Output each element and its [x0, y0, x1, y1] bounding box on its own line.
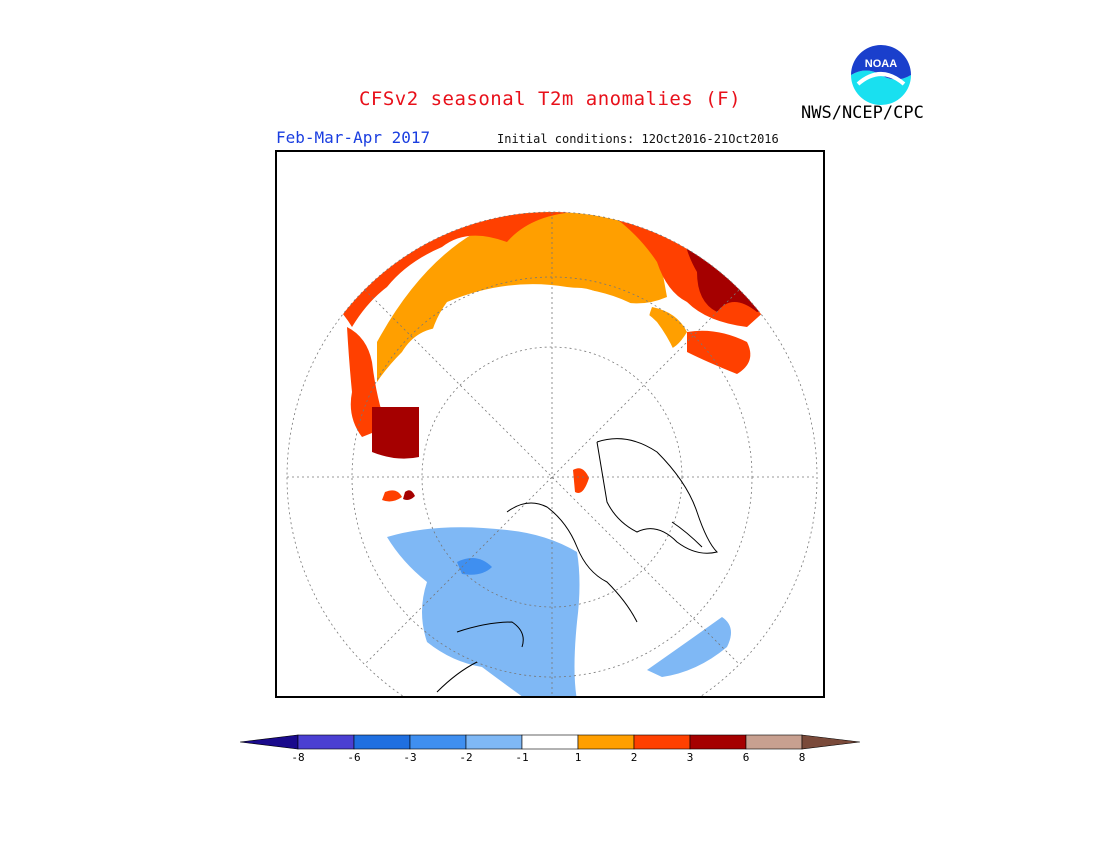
anomaly-region-plus3-greenland	[382, 490, 402, 502]
colorbar-box	[409, 734, 467, 750]
colorbar-box	[353, 734, 411, 750]
map-title: CFSv2 seasonal T2m anomalies (F)	[358, 88, 742, 110]
colorbar-boxes	[240, 734, 860, 750]
anomaly-region-minus1-europe	[647, 617, 731, 677]
agency-label: NWS/NCEP/CPC	[801, 103, 924, 123]
colorbar-tick-label: 6	[743, 751, 750, 764]
colorbar-tick-label: -3	[403, 751, 416, 764]
anomaly-region-plus3-scandinavia	[573, 468, 589, 494]
colorbar-box	[633, 734, 691, 750]
colorbar-tick-label: -2	[459, 751, 472, 764]
anomaly-region-minus1-north-america	[387, 527, 580, 696]
anomaly-region-plus3-east	[687, 330, 751, 374]
noaa-logo: NOAA	[851, 45, 911, 105]
colorbar-box	[745, 734, 803, 750]
colorbar-box	[297, 734, 355, 750]
anomaly-region-plus3-north	[307, 212, 797, 327]
graticule	[286, 211, 818, 696]
initial-conditions: Initial conditions: 12Oct2016-21Oct2016	[497, 132, 779, 146]
colorbar-tick-label: -1	[515, 751, 528, 764]
anomaly-region-plus6-greenland	[403, 490, 415, 500]
colorbar-tick-label: 2	[631, 751, 638, 764]
neutral-region-arctic	[423, 284, 687, 530]
forecast-period: Feb-Mar-Apr 2017	[276, 128, 431, 147]
coastlines	[436, 438, 718, 693]
colorbar-tick-label: 8	[799, 751, 806, 764]
colorbar-tick-label: -8	[291, 751, 304, 764]
colorbar-tick-label: -6	[347, 751, 360, 764]
anomaly-region-plus6-west	[372, 407, 419, 459]
colorbar-box	[689, 734, 747, 750]
colorbar-box	[465, 734, 523, 750]
colorbar-ticks: -8 -6 -3 -2 -1 1 2 3 6 8	[291, 751, 805, 764]
colorbar-box	[577, 734, 635, 750]
colorbar-arrow-high	[801, 734, 860, 750]
colorbar-tick-label: 1	[575, 751, 582, 764]
noaa-logo-text: NOAA	[865, 58, 897, 70]
colorbar-arrow-low	[240, 734, 299, 750]
colorbar-tick-label: 3	[687, 751, 694, 764]
map-frame	[275, 150, 825, 698]
colorbar: -8 -6 -3 -2 -1 1 2 3 6 8	[240, 734, 860, 764]
anomaly-region-minus2-hudson	[457, 558, 492, 575]
polar-map	[286, 211, 818, 696]
colorbar-box	[521, 734, 579, 750]
